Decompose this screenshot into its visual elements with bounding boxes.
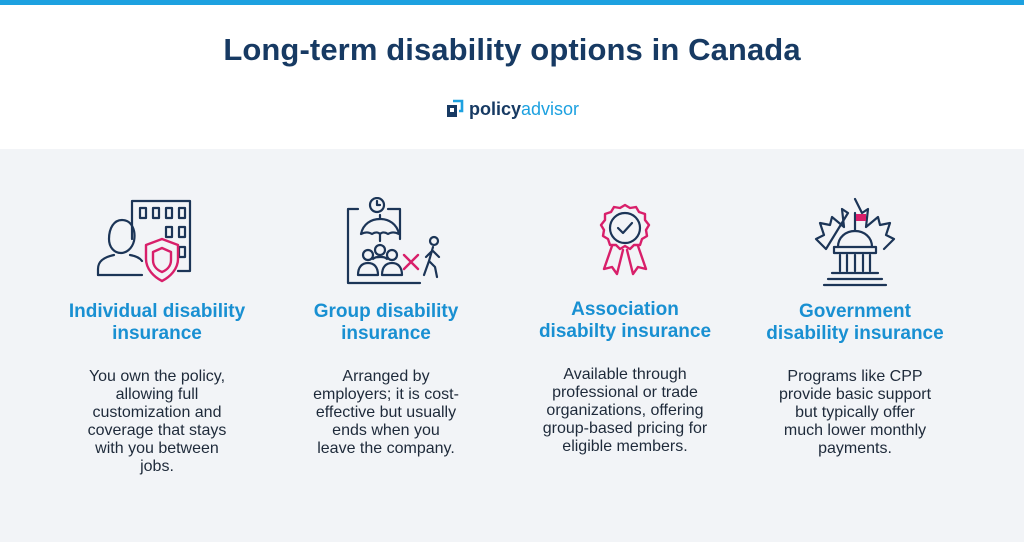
desc-line: organizations, offering: [546, 402, 704, 419]
desc-line: group-based pricing for: [542, 420, 708, 437]
desc-line: effective but usually: [315, 404, 457, 421]
desc-line: with you between: [95, 440, 219, 457]
policyadvisor-logo-icon: [446, 99, 464, 117]
option-description: You own the policy, allowing full custom…: [47, 368, 267, 476]
brand-wordmark-policy: policy: [468, 99, 521, 119]
option-title: Group disability insurance: [276, 301, 496, 345]
desc-line: Arranged by: [342, 368, 430, 385]
option-description: Programs like CPP provide basic support …: [745, 368, 965, 458]
desc-line: Available through: [563, 366, 687, 383]
option-title: Association disabilty insurance: [515, 299, 735, 343]
desc-line: much lower monthly: [783, 422, 927, 439]
desc-line: ends when you: [332, 422, 440, 439]
options-panel: [0, 149, 1024, 542]
desc-line: You own the policy,: [88, 368, 226, 385]
option-title: Individual disability insurance: [47, 301, 267, 345]
option-title-line: Group disability: [313, 301, 459, 322]
option-card-individual: Individual disability insurance You own …: [47, 197, 267, 476]
option-title-line: insurance: [341, 323, 431, 344]
option-description: Arranged by employers; it is cost- effec…: [276, 368, 496, 458]
option-title-line: Association: [571, 299, 679, 320]
brand-wordmark-advisor: advisor: [520, 99, 580, 119]
option-description: Available through professional or trade …: [515, 366, 735, 456]
option-card-government: Government disability insurance Programs…: [745, 197, 965, 458]
desc-line: provide basic support: [778, 386, 932, 403]
desc-line: allowing full: [115, 386, 199, 403]
maple-leaf-capitol-icon: [814, 197, 896, 287]
option-title-line: disabilty insurance: [538, 321, 712, 342]
award-ribbon-icon: [599, 203, 651, 276]
desc-line: but typically offer: [795, 404, 915, 421]
option-title-line: Individual disability: [68, 301, 246, 322]
option-card-association: Association disabilty insurance Availabl…: [515, 197, 735, 456]
desc-line: payments.: [818, 440, 892, 457]
option-title-line: disability insurance: [766, 323, 944, 344]
brand-logo: policyadvisor: [0, 97, 1024, 121]
option-title-line: Government: [799, 301, 911, 322]
group-umbrella-exit-icon: [346, 197, 441, 285]
header: [0, 5, 1024, 149]
desc-line: professional or trade: [552, 384, 698, 401]
desc-line: leave the company.: [317, 440, 455, 457]
option-title-line: insurance: [112, 323, 202, 344]
person-shield-building-icon: [96, 199, 192, 283]
option-card-group: Group disability insurance Arranged by e…: [276, 197, 496, 458]
option-title: Government disability insurance: [745, 301, 965, 345]
desc-line: eligible members.: [562, 438, 688, 455]
brand-wordmark: policyadvisor: [469, 99, 579, 119]
desc-line: customization and: [92, 404, 222, 421]
desc-line: coverage that stays: [87, 422, 227, 439]
desc-line: employers; it is cost-: [313, 386, 459, 403]
page-title: Long-term disability options in Canada: [223, 32, 801, 67]
desc-line: jobs.: [140, 458, 174, 475]
desc-line: Programs like CPP: [787, 368, 923, 385]
top-accent-bar: [0, 0, 1024, 5]
